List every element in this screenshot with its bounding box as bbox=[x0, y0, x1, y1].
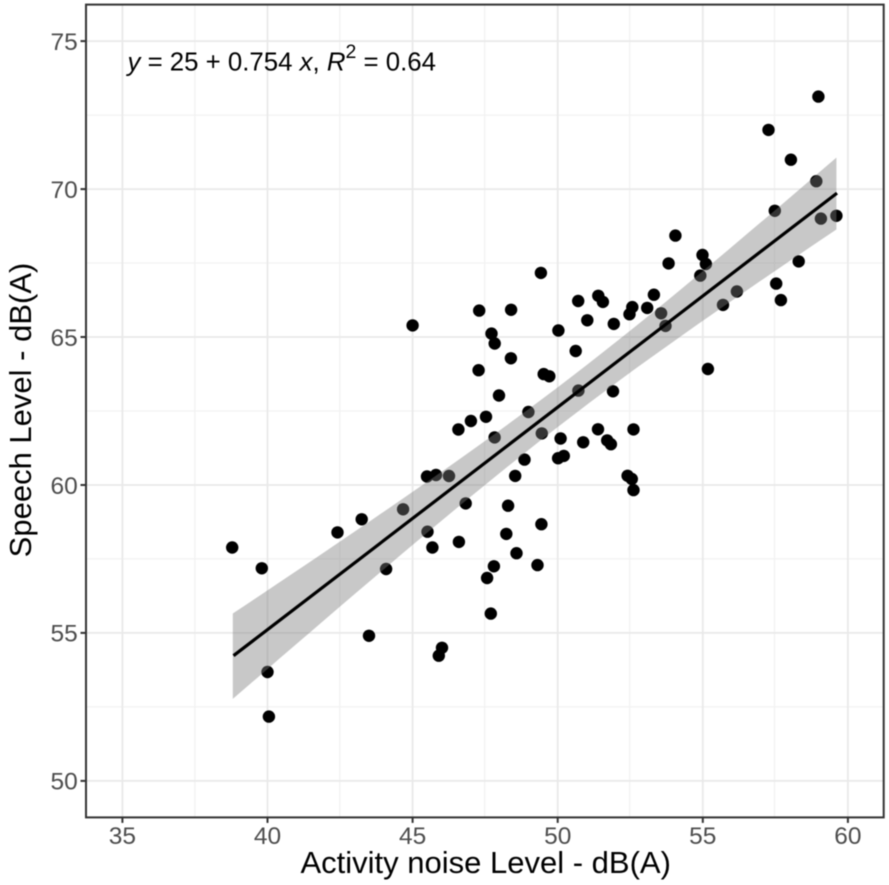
svg-text:Activity noise Level - dB(A): Activity noise Level - dB(A) bbox=[300, 845, 670, 880]
svg-text:35: 35 bbox=[109, 823, 136, 850]
svg-text:65: 65 bbox=[51, 325, 78, 352]
svg-text:60: 60 bbox=[51, 473, 78, 500]
svg-text:40: 40 bbox=[254, 823, 281, 850]
svg-text:55: 55 bbox=[51, 621, 78, 648]
svg-text:70: 70 bbox=[51, 177, 78, 204]
svg-text:45: 45 bbox=[399, 823, 426, 850]
svg-text:50: 50 bbox=[51, 769, 78, 796]
svg-text:55: 55 bbox=[689, 823, 716, 850]
svg-text:75: 75 bbox=[51, 29, 78, 56]
svg-text:60: 60 bbox=[834, 823, 861, 850]
svg-text:Speech Level - dB(A): Speech Level - dB(A) bbox=[3, 263, 38, 558]
svg-text:50: 50 bbox=[544, 823, 571, 850]
